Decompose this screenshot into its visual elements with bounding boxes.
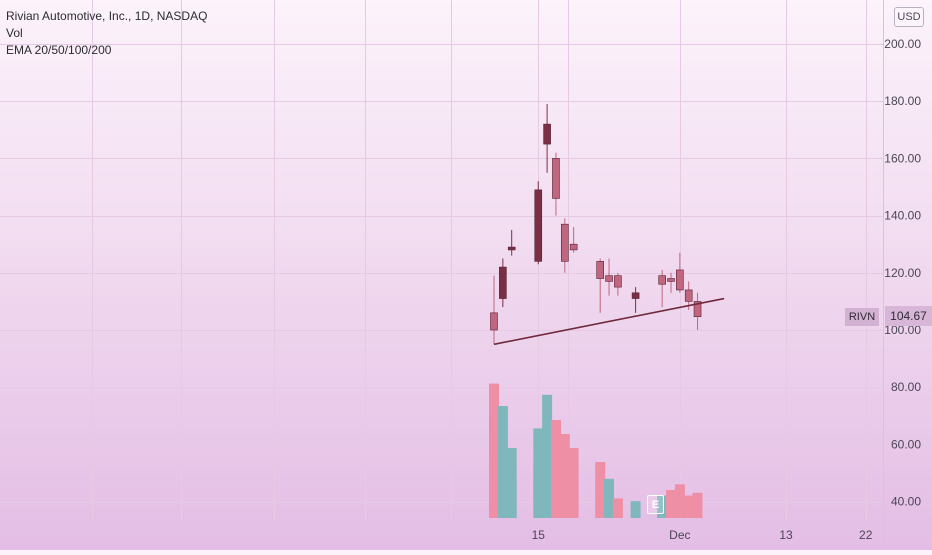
price-tick-label: 100.00	[884, 323, 921, 337]
candle	[490, 275, 498, 345]
earnings-marker[interactable]: E	[647, 495, 664, 514]
volume-bar	[568, 448, 579, 518]
price-tick-label: 80.00	[891, 380, 921, 394]
candle	[560, 218, 569, 273]
price-tick-label: 40.00	[891, 495, 921, 509]
last-price-label: 104.67	[885, 306, 932, 326]
candle	[676, 252, 684, 293]
candle	[693, 292, 702, 330]
price-tick-label: 200.00	[884, 37, 921, 51]
price-axis[interactable]: 200.00 180.00 160.00 140.00 120.00 100.00 80.0…	[883, 0, 922, 550]
candle	[605, 258, 613, 296]
volume-bar	[692, 492, 703, 518]
price-tick-label: 160.00	[884, 151, 921, 165]
candle	[631, 287, 640, 313]
support-trendline	[493, 297, 725, 346]
candle	[552, 152, 560, 216]
candle-body	[693, 301, 702, 317]
volume-bar	[542, 394, 553, 518]
volume-series	[489, 383, 703, 518]
time-tick-label: Dec	[669, 528, 690, 542]
candle	[507, 229, 516, 256]
chart-legend: Rivian Automotive, Inc., 1D, NASDAQ Vol …	[6, 8, 207, 59]
candle-body	[490, 312, 498, 331]
candle-body	[596, 261, 605, 279]
price-tick-label: 180.00	[884, 94, 921, 108]
candle-body	[552, 158, 560, 199]
candle-body	[631, 292, 640, 299]
volume-bar	[497, 406, 508, 518]
candle-body	[534, 189, 543, 262]
candle	[667, 272, 675, 293]
candle-body	[684, 289, 693, 302]
candle-body	[560, 223, 569, 262]
price-tick-label: 140.00	[884, 209, 921, 223]
candle-body	[667, 278, 675, 282]
currency-button[interactable]: USD	[894, 7, 924, 27]
price-tick-label: 120.00	[884, 266, 921, 280]
candle-body	[614, 275, 622, 288]
time-axis[interactable]: 15 Dec 13 22	[532, 528, 873, 542]
candle-body	[676, 269, 684, 291]
candle-body	[507, 246, 516, 251]
volume-bar	[630, 501, 641, 518]
candle	[543, 104, 551, 173]
candle	[499, 258, 507, 308]
price-tick-label: 60.00	[891, 437, 921, 451]
time-tick-label: 13	[779, 528, 793, 542]
candle	[569, 227, 578, 253]
candle-body	[569, 243, 578, 251]
candle	[534, 181, 543, 265]
volume-bar	[612, 498, 623, 518]
volume-bar	[551, 420, 561, 518]
volume-bar	[506, 448, 517, 518]
trendline-layer[interactable]	[493, 297, 725, 346]
candle	[658, 269, 666, 308]
time-tick-label: 15	[532, 528, 546, 542]
candle-body	[658, 275, 666, 285]
ticker-label: RIVN	[845, 308, 879, 326]
volume-indicator-label[interactable]: Vol	[6, 26, 23, 40]
symbol-title[interactable]: Rivian Automotive, Inc., 1D, NASDAQ	[6, 9, 208, 23]
volume-bar	[683, 495, 694, 518]
candle-body	[499, 266, 507, 299]
time-tick-label: 22	[859, 528, 873, 542]
grid-lines	[0, 0, 883, 520]
volume-bar	[657, 495, 668, 518]
volume-bar	[559, 434, 570, 518]
volume-bar	[666, 490, 676, 518]
volume-bar	[595, 462, 606, 518]
volume-bar	[533, 428, 544, 518]
volume-bar	[489, 383, 499, 518]
ema-indicator-label[interactable]: EMA 20/50/100/200	[6, 43, 112, 57]
volume-bar	[674, 484, 685, 518]
volume-bar	[604, 478, 614, 518]
candle	[596, 258, 605, 313]
candle-body	[543, 123, 551, 145]
candle	[614, 272, 622, 296]
candle-body	[605, 275, 613, 282]
candle-series	[490, 104, 702, 345]
